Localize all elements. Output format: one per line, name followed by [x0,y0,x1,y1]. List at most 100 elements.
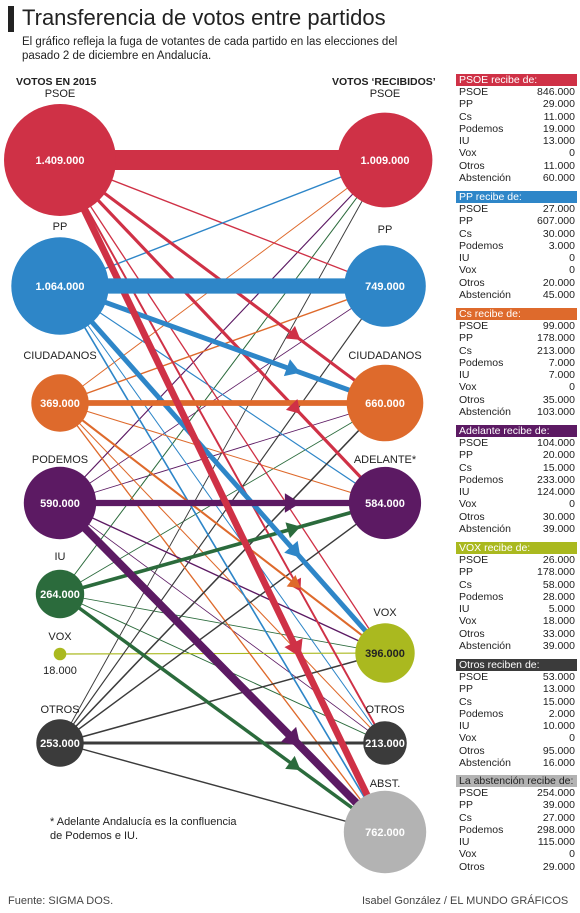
flow-iu-to-adelante [59,501,386,596]
table-row-value: 15.000 [542,695,575,708]
table-row-value: 29.000 [542,860,575,873]
table-row-value: 3.000 [548,239,575,252]
vote-flow-chart: PSOE 1.409.000 PP 1.064.000 CIUDADANOS 369.00… [4,88,433,874]
footnote-adelante: * Adelante Andalucía es la confluencia d… [50,816,237,842]
table-row-value: 60.000 [542,172,575,185]
table-row-label: PSOE [459,787,489,799]
flow-cs-to-vox [59,402,386,654]
source-value-iu: 264.000 [40,589,80,601]
table-row-label: Vox [459,498,477,511]
table-row: Abstención 60.000 [456,172,577,184]
table-row-label: Podemos [459,239,504,252]
table-row-label: Podemos [459,707,504,720]
table-row: Otros 33.000 [456,628,577,640]
table-row-label: Podemos [459,122,504,135]
source-label-otros: OTROS [40,704,79,716]
target-value-abstencion: 762.000 [365,827,405,839]
table-row: Vox 0 [456,732,577,744]
flow-otros-to-cs [59,402,386,744]
table-row-value: 99.000 [542,320,575,332]
table-row-value: 115.000 [537,836,575,849]
flow-arrow-cs-to-vox [286,575,301,588]
source-node-cs [31,374,89,432]
table-row-value: 15.000 [542,461,575,474]
source-label-pp: PP [53,221,68,233]
table-row-label: PP [459,332,474,345]
table-row-label: Vox [459,264,477,277]
table-row-value: 0 [569,252,575,265]
table-row: IU 7.000 [456,369,577,381]
table-row-value: 124.000 [537,486,575,499]
table-row-value: 0 [569,381,575,394]
target-label-psoe: PSOE [370,88,401,100]
table-row-value: 0 [569,732,575,745]
table-row: Vox 0 [456,147,577,159]
flow-psoe-to-otros [59,159,386,744]
table-row: PSOE 104.000 [456,437,577,449]
table-row: Abstención 39.000 [456,640,577,652]
table-row: IU 13.000 [456,135,577,147]
table-row: PP 29.000 [456,98,577,110]
source-node-otros [36,719,84,767]
table-row-label: Cs [459,811,472,824]
table-row-value: 39.000 [542,523,575,536]
source-value-cs: 369.000 [40,398,80,410]
table-row: Cs 15.000 [456,696,577,708]
table-row: IU 10.000 [456,720,577,732]
table-row-value: 233.000 [537,473,575,486]
flow-arrow-iu-to-abstencion [285,755,301,771]
flow-arrow-psoe-to-adelante [285,399,301,414]
table-row: PP 178.000 [456,566,577,578]
table-row: PP 607.000 [456,215,577,227]
table-row: PP 13.000 [456,683,577,695]
source-label-psoe: PSOE [45,88,76,100]
table-row-value: 53.000 [542,671,575,683]
table-row-value: 26.000 [542,554,575,566]
table-row: PSOE 99.000 [456,320,577,332]
table-row: Abstención 16.000 [456,757,577,769]
table-row: Cs 213.000 [456,345,577,357]
flow-cs-to-abstencion [59,402,386,833]
target-node-pp [344,245,426,327]
table-row: IU 124.000 [456,486,577,498]
target-node-cs [346,364,424,442]
table-row-label: IU [459,252,470,265]
title-accent-bar [8,6,14,32]
table-row-label: IU [459,603,470,616]
table-row-label: Podemos [459,823,504,836]
table-row-label: IU [459,135,470,148]
table-row-label: Vox [459,848,477,861]
table-row-value: 11.000 [543,110,575,123]
table-vox: VOX recibe de: PSOE 26.000 PP 178.000 Cs 58.00… [456,542,577,652]
table-row-label: Otros [459,860,485,873]
table-row-label: Abstención [459,757,511,770]
table-row-label: Abstención [459,289,511,302]
table-row: Otros 30.000 [456,511,577,523]
target-node-vox [355,623,415,683]
flow-psoe-to-adelante [58,158,387,505]
table-row: Podemos 7.000 [456,357,577,369]
target-value-vox: 396.000 [365,648,405,660]
table-row-value: 39.000 [542,640,575,653]
table-row: Otros 11.000 [456,160,577,172]
source-node-pp [11,237,109,335]
table-row-label: Cs [459,110,472,123]
table-row-value: 20.000 [542,276,575,289]
table-row: Otros 20.000 [456,277,577,289]
table-title-psoe: PSOE recibe de: [456,74,577,86]
table-row-label: Abstención [459,172,511,185]
table-row-value: 35.000 [542,393,575,406]
table-row: Cs 58.000 [456,579,577,591]
table-row-label: PSOE [459,320,489,332]
table-row-label: PP [459,215,474,228]
table-row: Cs 30.000 [456,228,577,240]
table-row-label: Otros [459,627,485,640]
table-row-value: 29.000 [542,98,575,111]
table-row-value: 103.000 [537,406,575,419]
table-row: Otros 35.000 [456,394,577,406]
flow-iu-to-psoe [59,159,386,595]
source-node-iu [35,569,85,619]
table-title-pp: PP recibe de: [456,191,577,203]
table-row: PSOE 846.000 [456,86,577,98]
source-value-vox: 18.000 [43,665,77,677]
